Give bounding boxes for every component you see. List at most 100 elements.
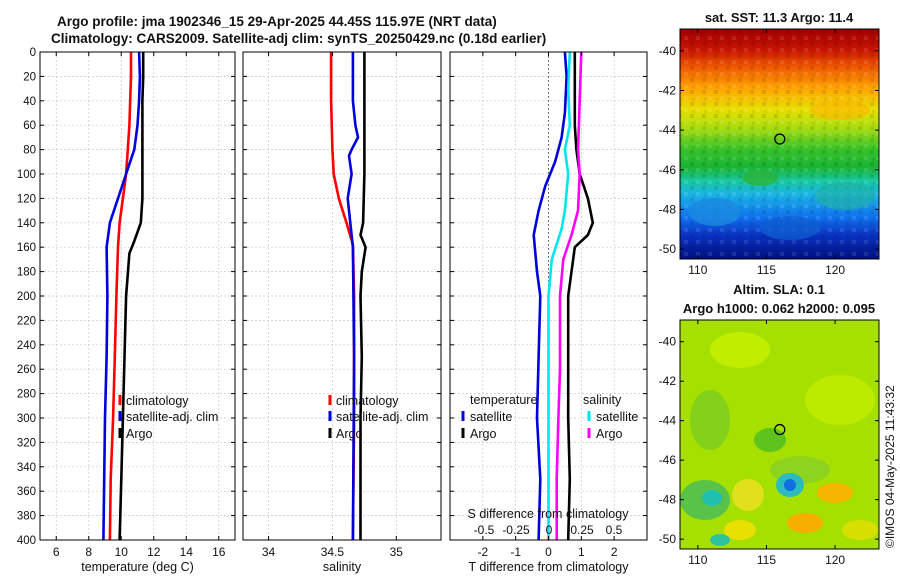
profile-panel-salinity	[242, 51, 442, 541]
argo-position-marker	[774, 133, 786, 145]
legend-title-temperature: temperature	[470, 393, 537, 407]
y-tick-label: 180	[17, 267, 36, 279]
secondary-axis-label: S difference from climatology	[468, 507, 630, 521]
map-y-tick-label: -48	[659, 202, 677, 216]
y-tick-label: 260	[17, 364, 36, 376]
legend-label-s_sat: satellite	[596, 410, 638, 424]
series-line-climatology	[108, 52, 133, 541]
y-tick-label: 360	[17, 486, 36, 498]
sla-map-image	[680, 320, 879, 549]
secondary-tick-label: 0.25	[570, 523, 594, 537]
series-line-climatology	[329, 52, 356, 541]
legend-label-t_sat: satellite	[470, 410, 512, 424]
map-frame	[679, 319, 880, 550]
x-axis-label: salinity	[323, 560, 362, 574]
x-tick-label: 2	[611, 545, 618, 559]
secondary-tick-label: 0.5	[606, 523, 623, 537]
x-axis-label: temperature (deg C)	[81, 560, 194, 574]
y-tick-label: 40	[23, 96, 36, 108]
map-y-tick-label: -50	[659, 242, 677, 256]
x-tick-label: 34.5	[321, 545, 345, 559]
x-tick-label: 35	[390, 545, 404, 559]
series-line-argo	[118, 52, 145, 541]
sst-map-image	[680, 29, 879, 259]
y-tick-label: 200	[17, 291, 36, 303]
secondary-tick-label: 0	[546, 523, 553, 537]
secondary-tick-label: -0.25	[502, 523, 530, 537]
profile-panel-difference	[449, 51, 648, 541]
y-tick-label: 0	[30, 47, 36, 59]
y-tick-label: 340	[17, 462, 36, 474]
x-axis-label: T difference from climatology	[468, 560, 629, 574]
legend-label-climatology: climatology	[336, 394, 399, 408]
y-tick-label: 20	[23, 71, 36, 83]
x-tick-label: 8	[85, 545, 92, 559]
map-x-tick-label: 110	[688, 553, 707, 567]
y-tick-label: 400	[17, 535, 36, 547]
y-tick-label: 80	[23, 145, 36, 157]
plot-title-line1: Argo profile: jma 1902346_15 29-Apr-2025…	[57, 14, 497, 29]
series-line-t-satellite	[532, 51, 568, 541]
map-frame	[679, 28, 880, 260]
x-tick-label: 34	[262, 545, 276, 559]
legend-label-argo: Argo	[126, 427, 152, 441]
map-x-tick-label: 120	[825, 263, 845, 277]
map-y-tick-label: -50	[659, 532, 677, 546]
x-tick-label: 16	[212, 545, 226, 559]
series-line-s-satellite	[547, 51, 572, 540]
x-tick-label: -1	[510, 545, 521, 559]
sla-map-subtitle: Argo h1000: 0.062 h2000: 0.095	[683, 301, 875, 316]
map-y-tick-label: -40	[659, 335, 677, 349]
series-line-argo	[359, 52, 367, 540]
legend-label-satellite: satellite-adj. clim	[126, 410, 218, 424]
sst-map-title: sat. SST: 11.3 Argo: 11.4	[705, 10, 854, 25]
map-y-tick-label: -42	[659, 83, 677, 97]
y-tick-label: 280	[17, 389, 36, 401]
sla-map-panel	[679, 319, 880, 550]
y-tick-label: 100	[17, 169, 36, 181]
y-tick-label: 160	[17, 242, 36, 254]
map-x-tick-label: 120	[825, 553, 845, 567]
y-tick-label: 300	[17, 413, 36, 425]
map-y-tick-label: -42	[659, 374, 677, 388]
y-tick-label: 240	[17, 340, 36, 352]
x-tick-label: 10	[115, 545, 129, 559]
map-y-tick-label: -44	[659, 414, 677, 428]
map-y-tick-label: -46	[659, 163, 677, 177]
secondary-tick-label: -0.5	[474, 523, 495, 537]
legend-label-satellite: satellite-adj. clim	[336, 410, 428, 424]
map-y-tick-label: -46	[659, 453, 677, 467]
plot-title-line2: Climatology: CARS2009. Satellite-adj cli…	[51, 31, 547, 46]
y-tick-label: 320	[17, 437, 36, 449]
series-line-s-argo	[555, 51, 583, 540]
map-y-tick-label: -48	[659, 493, 677, 507]
y-tick-label: 380	[17, 511, 36, 523]
timestamp-stamp: ©IMOS 04-May-2025 11:43:32	[883, 385, 897, 548]
profile-panel-temperature	[39, 51, 236, 541]
series-line-satellite-adj-clim	[102, 51, 142, 541]
x-tick-label: 0	[545, 545, 552, 559]
legend-label-climatology: climatology	[126, 394, 189, 408]
legend-label-s_argo: Argo	[596, 427, 622, 441]
map-x-tick-label: 115	[757, 553, 776, 567]
map-y-tick-label: -40	[659, 44, 677, 58]
y-tick-label: 60	[23, 120, 36, 132]
sst-map-panel	[679, 28, 880, 260]
map-x-tick-label: 115	[757, 263, 776, 277]
x-tick-label: 1	[578, 545, 585, 559]
x-tick-label: 12	[147, 545, 161, 559]
legend-title-salinity: salinity	[583, 393, 622, 407]
x-tick-label: 6	[53, 545, 60, 559]
series-line-satellite-adj-clim	[346, 52, 360, 541]
x-tick-label: -2	[477, 545, 488, 559]
legend-label-t_argo: Argo	[470, 427, 496, 441]
map-y-tick-label: -44	[659, 123, 677, 137]
x-tick-label: 14	[180, 545, 194, 559]
y-tick-label: 140	[17, 218, 36, 230]
sla-map-title: Altim. SLA: 0.1	[733, 282, 825, 297]
series-line-t-argo	[566, 52, 595, 541]
argo-position-marker	[774, 423, 786, 436]
y-tick-label: 220	[17, 315, 36, 327]
legend-label-argo: Argo	[336, 427, 362, 441]
